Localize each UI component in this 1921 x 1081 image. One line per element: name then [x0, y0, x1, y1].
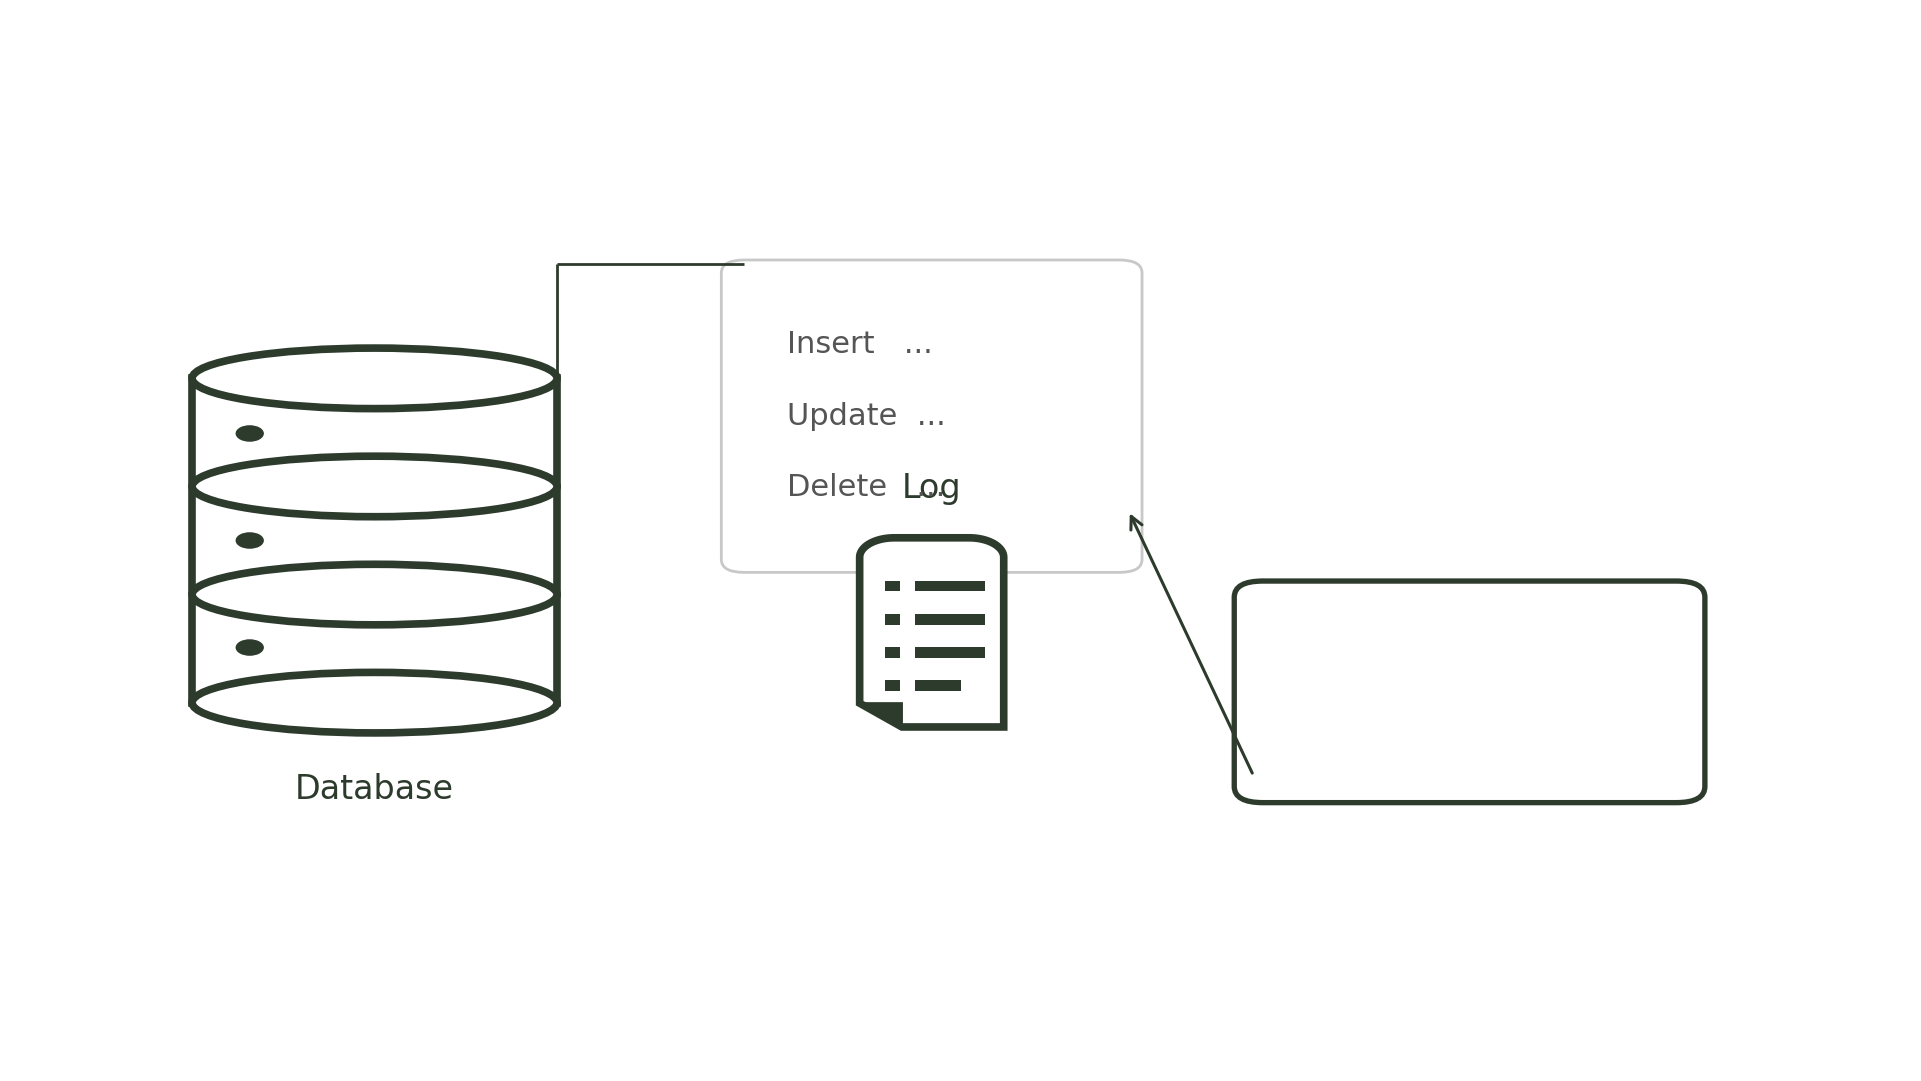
Text: Insert   ...: Insert ... [788, 330, 932, 359]
Ellipse shape [192, 348, 557, 409]
FancyBboxPatch shape [884, 614, 899, 625]
Text: Update  ...: Update ... [788, 402, 945, 430]
Ellipse shape [192, 456, 557, 517]
Text: Delete   ...: Delete ... [788, 473, 945, 503]
FancyBboxPatch shape [192, 378, 557, 703]
Text: Log: Log [901, 472, 962, 506]
FancyBboxPatch shape [884, 680, 899, 691]
Text: Database: Database [296, 773, 453, 806]
Ellipse shape [192, 564, 557, 625]
FancyBboxPatch shape [720, 259, 1141, 573]
Circle shape [236, 640, 263, 655]
FancyBboxPatch shape [916, 646, 984, 657]
FancyBboxPatch shape [916, 614, 984, 625]
Polygon shape [861, 703, 903, 726]
FancyBboxPatch shape [916, 680, 960, 691]
Circle shape [236, 426, 263, 441]
Ellipse shape [192, 672, 557, 733]
FancyBboxPatch shape [916, 580, 984, 591]
Text: CDC
Connector: CDC Connector [1362, 642, 1577, 742]
Circle shape [236, 533, 263, 548]
Polygon shape [861, 537, 1003, 726]
FancyBboxPatch shape [1233, 582, 1704, 802]
FancyBboxPatch shape [884, 580, 899, 591]
FancyBboxPatch shape [884, 646, 899, 657]
